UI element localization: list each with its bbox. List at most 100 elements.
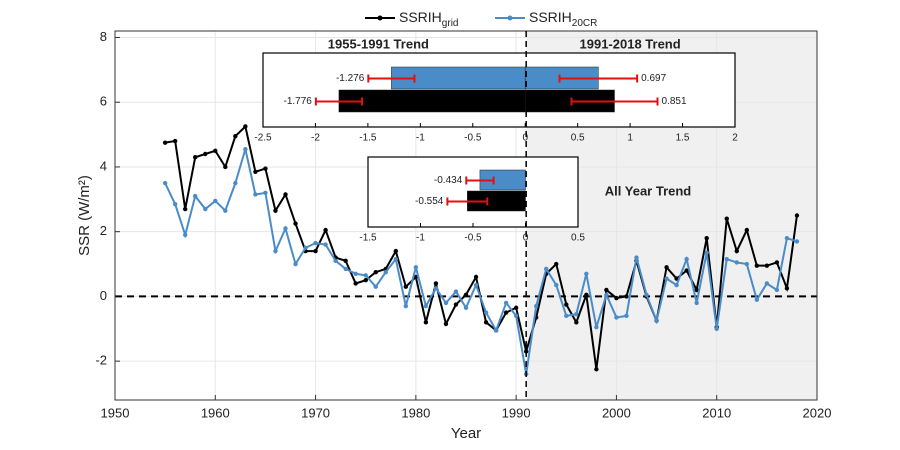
value-label: -1.276 xyxy=(336,73,365,84)
data-point xyxy=(162,180,168,186)
data-point xyxy=(784,286,790,291)
plot-frame xyxy=(114,30,818,401)
data-point xyxy=(253,192,258,197)
inset-tick-label: -2.5 xyxy=(254,133,272,144)
data-point xyxy=(273,248,278,254)
data-point xyxy=(503,300,509,306)
data-point xyxy=(413,274,419,280)
data-point xyxy=(313,240,318,246)
data-point xyxy=(393,248,398,254)
data-point xyxy=(403,284,409,289)
data-point xyxy=(373,269,378,275)
y-tick-label: 8 xyxy=(100,29,107,44)
data-point xyxy=(724,256,729,262)
data-point xyxy=(624,294,629,299)
data-point xyxy=(172,201,178,207)
data-point xyxy=(313,248,318,254)
data-point xyxy=(624,313,629,319)
data-point xyxy=(694,300,699,306)
data-point xyxy=(473,274,479,280)
legend-name: SSRIH xyxy=(529,9,572,25)
x-tick-label: 1990 xyxy=(502,405,531,420)
value-label: -0.434 xyxy=(434,175,463,186)
data-point xyxy=(554,282,559,288)
legend-label: SSRIHgrid xyxy=(399,9,458,29)
data-point xyxy=(413,265,419,270)
data-point xyxy=(764,281,770,286)
data-point xyxy=(584,292,589,298)
inset-title: 1955-1991 Trend xyxy=(328,36,429,51)
data-point xyxy=(784,235,790,241)
data-point xyxy=(714,326,719,331)
data-point xyxy=(534,303,539,309)
y-tick-label: 2 xyxy=(100,223,107,238)
data-point xyxy=(734,248,739,254)
data-point xyxy=(162,140,168,145)
inset-tick-label: -1.5 xyxy=(359,133,377,144)
legend-subscript: 20CR xyxy=(572,18,598,29)
data-point xyxy=(684,268,689,273)
value-label: 0.851 xyxy=(661,96,686,107)
data-point xyxy=(744,261,749,267)
data-point xyxy=(363,273,368,278)
inset-tick-label: -1 xyxy=(416,133,425,144)
data-point xyxy=(674,282,679,288)
inset-tick-label: -0.5 xyxy=(464,133,482,144)
data-point xyxy=(483,320,489,325)
data-point xyxy=(183,232,188,238)
legend-subscript: grid xyxy=(442,18,459,29)
data-point xyxy=(513,313,519,319)
value-label: -1.776 xyxy=(284,96,313,107)
data-point xyxy=(564,302,569,307)
inset-tick-label: 0 xyxy=(522,133,528,144)
x-tick-label: 1960 xyxy=(201,405,230,420)
x-tick-label: 2010 xyxy=(702,405,731,420)
y-tick-label: 6 xyxy=(100,94,107,109)
data-point xyxy=(443,300,449,306)
inset-tick-label: 0 xyxy=(523,233,529,244)
data-point xyxy=(203,151,208,157)
inset-tick-label: -1 xyxy=(416,233,425,244)
data-point xyxy=(544,266,549,272)
inset-tick-label: 1.5 xyxy=(676,133,690,144)
data-point xyxy=(614,315,619,320)
data-point xyxy=(684,256,689,262)
data-point xyxy=(243,146,248,152)
data-point xyxy=(403,303,409,309)
data-point xyxy=(433,286,439,291)
data-point xyxy=(263,166,268,171)
x-tick-label: 1950 xyxy=(101,405,130,420)
legend-name: SSRIH xyxy=(399,9,442,25)
data-point xyxy=(503,310,509,315)
data-point xyxy=(483,310,489,315)
y-tick-label: -2 xyxy=(95,353,107,368)
data-point xyxy=(654,318,659,323)
data-point xyxy=(203,206,208,212)
data-point xyxy=(253,169,258,175)
data-point xyxy=(353,281,358,286)
x-tick-label: 2020 xyxy=(803,405,832,420)
data-point xyxy=(263,190,268,196)
data-point xyxy=(283,192,288,197)
y-axis-label: SSR (W/m²) xyxy=(76,175,93,256)
data-point xyxy=(634,255,639,260)
data-point xyxy=(724,216,729,221)
series-line xyxy=(164,148,798,375)
data-point xyxy=(223,208,228,213)
data-point xyxy=(473,282,479,288)
x-tick-label: 2000 xyxy=(602,405,631,420)
data-point xyxy=(794,239,800,244)
data-point xyxy=(193,193,198,199)
y-tick-label: 4 xyxy=(100,158,107,173)
data-point xyxy=(764,263,770,268)
value-label: 0.697 xyxy=(641,73,666,84)
data-point xyxy=(293,221,298,226)
data-point xyxy=(463,292,469,298)
data-point xyxy=(493,328,499,333)
x-tick-label: 1970 xyxy=(301,405,330,420)
data-point xyxy=(333,258,338,264)
data-point xyxy=(183,206,188,212)
data-point xyxy=(233,180,238,186)
bar xyxy=(338,89,526,113)
